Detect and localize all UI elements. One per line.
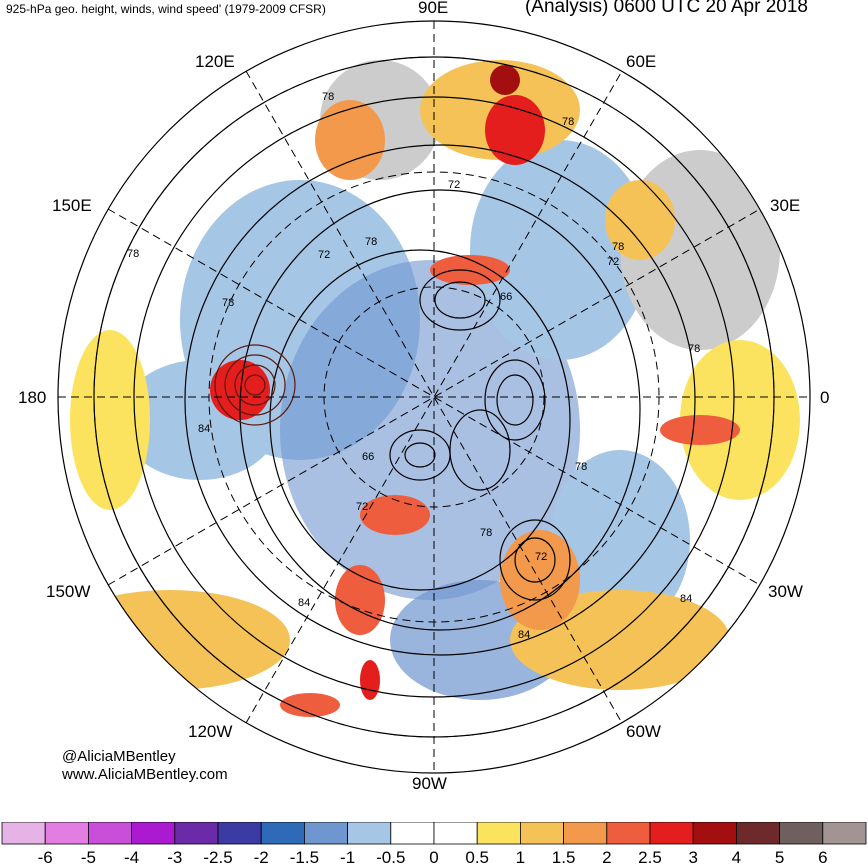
colorbar-swatch <box>303 822 348 845</box>
colorbar-tick-label: -2 <box>253 848 269 867</box>
meridian-label-120w: 120W <box>188 722 233 741</box>
meridian-label-150e: 150E <box>52 196 92 215</box>
colorbar-swatch <box>563 822 608 845</box>
colorbar-tick-label: 5 <box>774 848 785 867</box>
contour-label: 78 <box>480 527 492 539</box>
meridian-label-30e: 30E <box>770 196 801 215</box>
colorbar-tick-label: 1.5 <box>551 848 576 867</box>
contour-label: 72 <box>318 249 330 261</box>
contour-label: 84 <box>198 423 210 435</box>
colorbar-swatch <box>606 822 651 845</box>
meridian-label-90e: 90E <box>418 0 449 17</box>
colorbar-tick-label: 6 <box>818 848 828 867</box>
contour-label: 78 <box>562 116 574 128</box>
map-title: (Analysis) 0600 UTC 20 Apr 2018 <box>524 0 808 17</box>
meridian-label-150w: 150W <box>46 582 91 601</box>
colorbar-swatch <box>736 822 781 845</box>
contour-label: 78 <box>365 236 377 248</box>
colorbar-swatch <box>174 822 219 845</box>
contour-label: 78 <box>222 297 234 309</box>
colorbar-swatch <box>433 822 478 845</box>
contour-label: 78 <box>612 241 624 253</box>
colorbar-swatch <box>520 822 565 845</box>
contour-label: 78 <box>127 248 139 260</box>
colorbar-tick-label: -6 <box>37 848 53 867</box>
colorbar-tick-label: 3 <box>688 848 698 867</box>
colorbar-swatch <box>131 822 176 845</box>
colorbar-swatch <box>476 822 521 845</box>
colorbar-swatch <box>217 822 262 845</box>
colorbar-swatch <box>822 822 867 845</box>
contour-label: 84 <box>298 597 310 609</box>
colorbar-tick-label: 0.5 <box>465 848 490 867</box>
colorbar <box>1 822 867 845</box>
colorbar-swatch <box>347 822 392 845</box>
colorbar-tick-label: 4 <box>731 848 742 867</box>
map-boundary <box>57 20 811 774</box>
contour-label: 78 <box>575 461 587 473</box>
colorbar-tick-label: -1.5 <box>289 848 320 867</box>
colorbar-tick-label: -2.5 <box>203 848 233 867</box>
colorbar-tick-label: 1 <box>515 848 526 867</box>
contour-label: 78 <box>322 91 334 103</box>
colorbar-swatch <box>390 822 435 845</box>
colorbar-tick-label: 0 <box>429 848 439 867</box>
credit-website: www.AliciaMBentley.com <box>62 766 228 783</box>
contour-label: 72 <box>535 551 547 563</box>
meridian-label-120e: 120E <box>195 52 235 71</box>
colorbar-tick-label: -5 <box>80 848 96 867</box>
contour-label: 84 <box>680 593 692 605</box>
contour-label: 66 <box>362 451 374 463</box>
colorbar-swatch <box>260 822 305 845</box>
credit-handle: @AliciaMBentley <box>62 748 176 765</box>
colorbar-swatch <box>88 822 133 845</box>
colorbar-tick-label: -1 <box>340 848 356 867</box>
meridian-label-60e: 60E <box>626 52 657 71</box>
contour-label: 72 <box>607 256 619 268</box>
contour-label-group: 78 78 72 78 72 78 66 72 78 84 66 72 78 7… <box>127 91 700 641</box>
colorbar-tick-label: -3 <box>167 848 183 867</box>
colorbar-swatch <box>779 822 824 845</box>
graticule <box>58 21 810 773</box>
contour-label: 66 <box>500 291 512 303</box>
contour-label: 84 <box>518 629 530 641</box>
contour-label: 78 <box>688 343 700 355</box>
meridian-label-0: 0 <box>820 388 830 407</box>
colorbar-tick-label: -0.5 <box>376 848 406 867</box>
polar-map: 78 78 72 78 72 78 66 72 78 84 66 72 78 7… <box>57 20 811 774</box>
meridian-label-60w: 60W <box>626 722 661 741</box>
colorbar-swatch <box>692 822 737 845</box>
contour-label: 72 <box>356 501 368 513</box>
colorbar-tick-label: -4 <box>124 848 140 867</box>
map-subtitle: 925-hPa geo. height, winds, wind speed' … <box>6 2 326 16</box>
meridian-label-90w: 90W <box>412 774 447 793</box>
colorbar-tick-label: 2.5 <box>638 848 662 867</box>
colorbar-swatch <box>44 822 89 845</box>
colorbar-tick-label: 2 <box>602 848 612 867</box>
colorbar-swatch <box>649 822 694 845</box>
meridian-label-30w: 30W <box>768 582 803 601</box>
meridian-label-180: 180 <box>18 388 47 407</box>
cyclone-tight-contours <box>214 344 296 426</box>
colorbar-swatch <box>1 822 46 845</box>
contour-label: 72 <box>448 179 460 191</box>
